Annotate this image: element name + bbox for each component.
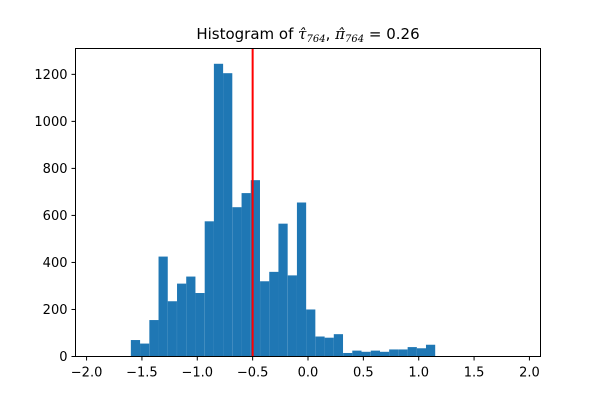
- histogram-bar: [130, 340, 141, 357]
- histogram-bar: [333, 334, 344, 357]
- y-tick-label: 0: [59, 350, 67, 365]
- histogram-bar: [177, 283, 187, 357]
- y-tick-label: 800: [43, 162, 68, 177]
- histogram-bar: [213, 63, 224, 357]
- histogram-bar: [195, 293, 205, 357]
- x-axis: −2.0 −1.5 −1.0 −0.5 0.0 0.5 1.0 1.5 2.0: [71, 356, 540, 381]
- chart-title: Histogram of τ̂764, π̂764 = 0.26: [196, 25, 419, 45]
- histogram-bars: [130, 63, 436, 357]
- histogram-bar: [250, 180, 260, 357]
- title-separator: ,: [326, 25, 331, 43]
- title-prefix: Histogram of: [196, 25, 294, 43]
- histogram-bar: [425, 344, 436, 357]
- histogram-bar: [167, 301, 177, 357]
- histogram-bar: [324, 337, 334, 357]
- histogram-bar: [389, 349, 399, 357]
- title-tau-subscript: 764: [306, 34, 325, 45]
- x-tick-label: 1.5: [464, 366, 485, 381]
- y-tick-label: 1200: [34, 68, 67, 83]
- histogram-bar: [416, 348, 427, 357]
- y-tick-label: 200: [43, 303, 68, 318]
- histogram-bar: [158, 256, 168, 357]
- y-tick-label: 400: [43, 256, 68, 271]
- histogram-bar: [204, 221, 214, 357]
- histogram-bar: [232, 207, 242, 357]
- histogram-bar: [370, 350, 380, 357]
- histogram-bar: [278, 223, 288, 357]
- histogram-bar: [296, 202, 307, 357]
- histogram-bar: [361, 351, 371, 357]
- y-tick-label: 600: [43, 209, 68, 224]
- title-equals: =: [369, 25, 382, 43]
- x-tick-label: −1.0: [181, 366, 213, 381]
- title-tau-symbol: τ̂: [298, 25, 307, 43]
- title-pi-symbol: π̂: [334, 25, 346, 43]
- title-value: 0.26: [386, 25, 419, 43]
- histogram-bar: [343, 352, 353, 357]
- x-tick-label: −2.0: [71, 366, 103, 381]
- histogram-bar: [398, 349, 408, 357]
- x-tick-label: −1.5: [126, 366, 158, 381]
- histogram-bar: [306, 309, 316, 357]
- y-tick-label: 1000: [34, 115, 67, 130]
- title-pi-subscript: 764: [345, 34, 364, 45]
- histogram-bar: [241, 193, 251, 357]
- y-axis: 0 200 400 600 800 1000 1200: [34, 68, 76, 365]
- x-tick-label: 0.5: [353, 366, 374, 381]
- histogram-bar: [186, 276, 196, 357]
- histogram-bar: [269, 271, 279, 357]
- histogram-bar: [407, 347, 417, 357]
- histogram-bar: [260, 281, 270, 357]
- histogram-bar: [287, 275, 297, 357]
- histogram-bar: [379, 351, 390, 357]
- histogram-bar: [149, 320, 159, 357]
- histogram-bar: [223, 73, 233, 357]
- x-tick-label: −0.5: [237, 366, 269, 381]
- histogram-bar: [315, 336, 325, 357]
- histogram-bar: [140, 343, 150, 357]
- histogram-bar: [352, 350, 362, 357]
- x-tick-label: 0.0: [298, 366, 319, 381]
- x-tick-label: 1.0: [408, 366, 429, 381]
- x-tick-label: 2.0: [519, 366, 540, 381]
